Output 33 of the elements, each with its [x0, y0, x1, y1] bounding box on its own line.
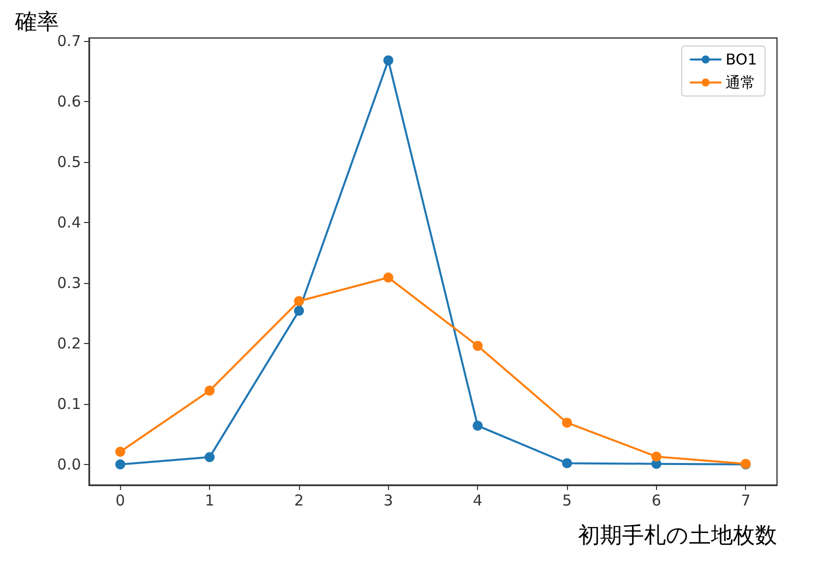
legend-label: 通常 — [726, 74, 756, 92]
x-tick-label: 5 — [562, 492, 572, 510]
x-tick-label: 1 — [204, 492, 214, 510]
y-tick-label: 0.3 — [57, 274, 81, 292]
point — [115, 446, 126, 457]
y-tick-label: 0.1 — [57, 394, 81, 413]
x-tick-label: 2 — [294, 492, 304, 510]
point — [383, 272, 394, 283]
point — [472, 340, 483, 351]
point — [204, 452, 215, 462]
point — [472, 420, 483, 431]
point — [651, 452, 662, 462]
point — [294, 296, 304, 306]
y-tick-label: 0.0 — [57, 455, 81, 474]
x-tick-label: 6 — [652, 492, 662, 510]
point — [562, 458, 572, 468]
legend-label: BO1 — [726, 50, 758, 68]
x-tick-label: 4 — [472, 492, 482, 510]
x-tick-label: 0 — [116, 492, 126, 510]
y-tick-label: 0.5 — [57, 153, 81, 171]
point — [383, 55, 394, 66]
point — [204, 386, 215, 396]
y-tick-label: 0.7 — [57, 32, 81, 50]
point — [115, 459, 126, 470]
y-axis-title: 確率 — [14, 10, 59, 36]
y-tick-label: 0.4 — [57, 213, 81, 232]
y-tick-label: 0.6 — [57, 92, 81, 111]
x-axis-title: 初期手札の土地枚数 — [578, 524, 777, 548]
x-tick-label: 3 — [384, 492, 394, 510]
y-tick-label: 0.2 — [57, 334, 81, 352]
point — [562, 418, 572, 428]
point — [294, 306, 304, 316]
x-tick-label: 7 — [740, 492, 750, 510]
